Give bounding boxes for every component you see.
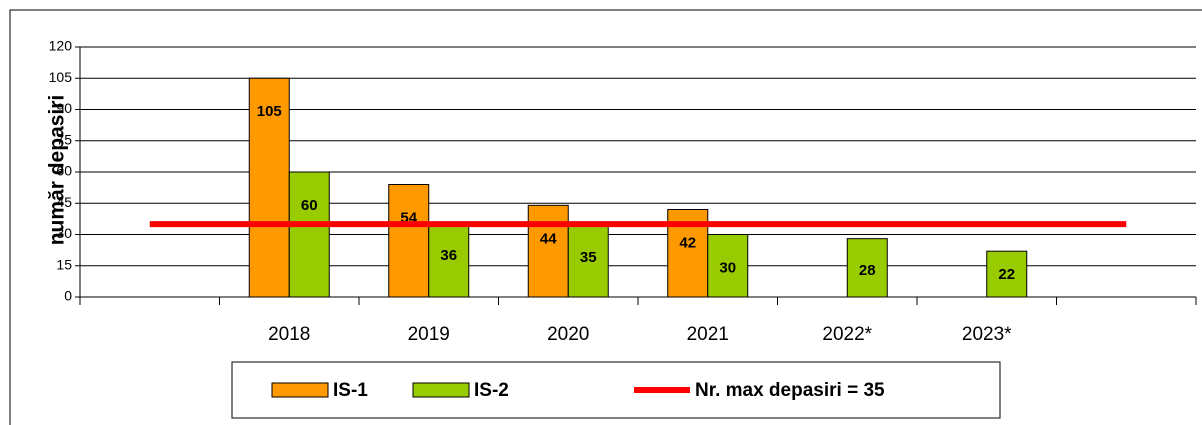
y-tick-label: 30 [56,225,72,241]
y-tick-label: 120 [49,38,73,54]
y-tick-label: 0 [64,288,72,304]
data-label: 105 [257,103,282,120]
x-tick-label: 2021 [687,324,729,345]
data-label: 42 [679,234,696,251]
bar [986,250,1028,298]
legend-swatch [412,382,470,398]
chart-border [9,9,1202,425]
bar [846,238,888,298]
legend-label: Nr. max depasiri = 35 [695,380,885,401]
x-tick-label: 2020 [547,324,589,345]
x-tick-label: 2018 [268,324,310,345]
x-tick-label: 2023* [962,324,1012,345]
legend-items: IS-1 IS-2 Nr. max depasiri = 35 [271,380,885,401]
legend-label: IS-1 [333,380,368,401]
bar [288,171,330,298]
data-label: 44 [540,230,557,247]
data-label: 35 [580,249,597,266]
legend-swatch [271,382,329,398]
y-tick-label: 60 [56,163,72,179]
bar [388,184,430,298]
data-label: 22 [998,266,1015,283]
data-label: 36 [440,247,457,264]
x-tick-label: 2022* [822,324,872,345]
y-axis-title: număr depasiri [46,95,69,246]
data-label: 30 [719,259,736,276]
bar [527,204,569,298]
data-label: 60 [301,197,318,214]
x-tick-label: 2019 [408,324,450,345]
bar [248,77,290,298]
bar [428,221,470,298]
y-tick-label: 45 [56,194,72,210]
data-label: 28 [859,262,876,279]
bar [707,234,749,298]
y-tick-label: 105 [49,69,73,85]
y-tick-label: 15 [56,256,72,272]
legend-label: IS-2 [474,380,509,401]
y-tick-label: 90 [56,100,72,116]
y-tick-label: 75 [56,131,72,147]
bar [567,223,609,298]
legend [231,361,1001,419]
